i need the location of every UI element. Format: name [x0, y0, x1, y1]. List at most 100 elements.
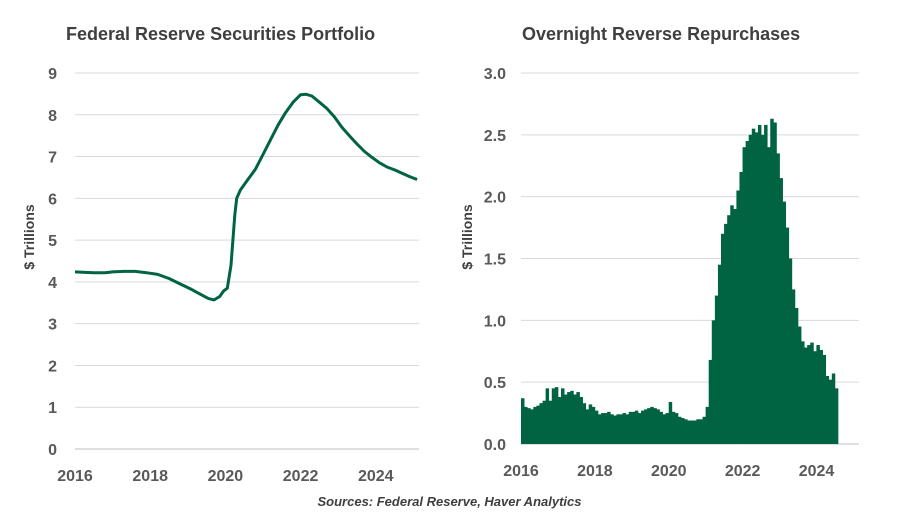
left-y-tick-label: 0 — [48, 442, 57, 459]
right-y-tick-label: 0.0 — [484, 437, 506, 454]
reverse-repo-bar — [647, 408, 651, 444]
reverse-repo-bar — [702, 416, 707, 444]
reverse-repo-bar — [521, 398, 525, 444]
left-y-tick-label: 5 — [48, 233, 57, 250]
portfolio-gridlines — [75, 72, 419, 450]
reverse-repo-bar — [782, 201, 787, 444]
left-y-tick-label: 8 — [48, 108, 57, 125]
reverse-repo-bar — [708, 359, 713, 444]
reverse-repo-bar — [733, 209, 737, 444]
reverse-repo-bar — [804, 347, 808, 444]
left-y-tick-label: 2 — [48, 358, 57, 375]
reverse-repo-bar — [561, 388, 565, 444]
reverse-repo-bar — [637, 413, 642, 444]
reverse-repo-bar — [748, 134, 753, 444]
reverse-repo-bar — [625, 414, 630, 444]
right-x-tick-label: 2016 — [503, 463, 539, 480]
reverse-repo-bar — [730, 205, 734, 444]
reverse-repo-bar — [696, 419, 700, 444]
reverse-repo-bar — [791, 289, 796, 444]
reverse-repo-bar — [801, 341, 805, 444]
reverse-repo-bar — [727, 215, 731, 444]
portfolio-line-chart: 0 1 2 3 4 5 6 7 8 9 2016 2018 2020 2022 2024 $ Trilli… — [21, 66, 419, 485]
reverse-repo-bar — [831, 373, 836, 444]
reverse-repo-bar — [542, 400, 547, 444]
reverse-repo-bar — [770, 118, 774, 444]
reverse-repo-y-axis-label: $ Trillions — [459, 204, 475, 270]
reverse-repo-bar — [687, 420, 691, 444]
reverse-repo-bar — [659, 411, 663, 444]
reverse-repo-bar — [551, 388, 556, 444]
reverse-repo-bar — [705, 406, 710, 444]
reverse-repo-bar — [773, 122, 777, 444]
reverse-repo-bar — [779, 178, 783, 444]
reverse-repo-bar — [653, 408, 657, 444]
reverse-repo-bar — [761, 134, 765, 444]
reverse-repo-bar — [764, 124, 768, 444]
reverse-repo-bar — [567, 392, 571, 444]
reverse-repo-bar — [690, 420, 694, 444]
reverse-repo-bar — [656, 409, 660, 444]
reverse-repo-bar — [674, 413, 679, 444]
reverse-repo-bar — [591, 406, 596, 444]
reverse-repo-x-tick-labels: 2016 2018 2020 2022 2024 — [503, 463, 834, 480]
left-x-tick-label: 2022 — [283, 468, 319, 485]
reverse-repo-bar — [816, 345, 820, 444]
reverse-repo-bar — [711, 320, 716, 444]
reverse-repo-bar — [736, 190, 740, 444]
portfolio-chart-title: Federal Reserve Securities Portfolio — [66, 24, 376, 44]
reverse-repo-bar — [641, 410, 645, 444]
reverse-repo-bar — [681, 418, 685, 444]
reverse-repo-bar — [834, 388, 839, 444]
right-y-tick-label: 1.5 — [484, 252, 506, 269]
reverse-repo-bar — [677, 416, 682, 444]
reverse-repo-bar — [628, 411, 633, 444]
reverse-repo-bars — [521, 118, 839, 445]
reverse-repo-bar — [530, 409, 534, 444]
reverse-repo-bar — [604, 413, 608, 444]
reverse-repo-bar — [650, 406, 654, 444]
reverse-repo-bar — [671, 411, 676, 444]
reverse-repo-bar — [717, 264, 722, 444]
reverse-repo-bar — [724, 223, 728, 444]
reverse-repo-bar — [588, 404, 593, 444]
reverse-repo-bar — [582, 403, 587, 444]
reverse-repo-bar — [767, 147, 771, 444]
portfolio-series-line — [74, 92, 418, 302]
right-y-tick-label: 1.0 — [484, 313, 506, 330]
left-x-tick-label: 2016 — [57, 468, 93, 485]
reverse-repo-y-tick-labels: 0.0 0.5 1.0 1.5 2.0 2.5 3.0 — [484, 66, 506, 454]
reverse-repo-bar — [714, 295, 719, 444]
reverse-repo-bar — [616, 414, 620, 444]
reverse-repo-bar — [665, 413, 670, 444]
reverse-repo-bar — [607, 411, 611, 444]
reverse-repo-bar — [754, 132, 759, 445]
right-y-tick-label: 0.5 — [484, 375, 506, 392]
reverse-repo-bar — [634, 410, 639, 444]
reverse-repo-bar — [601, 413, 605, 444]
reverse-repo-bar — [822, 354, 827, 444]
reverse-repo-bar — [527, 408, 531, 444]
reverse-repo-bar — [619, 414, 623, 444]
reverse-repo-bar — [757, 124, 762, 444]
reverse-repo-bar — [539, 403, 543, 444]
left-x-tick-label: 2018 — [132, 468, 168, 485]
right-y-tick-label: 3.0 — [484, 66, 506, 83]
reverse-repo-bar — [693, 420, 697, 444]
reverse-repo-bar — [622, 413, 627, 444]
reverse-repo-bar — [745, 141, 750, 444]
reverse-repo-bar — [585, 409, 590, 444]
reverse-repo-bar — [545, 388, 550, 444]
reverse-repo-bar — [524, 406, 528, 444]
reverse-repo-bar — [564, 394, 568, 444]
portfolio-series — [74, 92, 418, 302]
reverse-repo-bar — [828, 379, 833, 444]
left-y-tick-label: 7 — [48, 150, 57, 167]
reverse-repo-bar — [668, 401, 673, 444]
reverse-repo-bar — [533, 406, 537, 444]
reverse-repo-bar — [597, 414, 602, 444]
reverse-repo-bar — [613, 415, 617, 444]
left-y-tick-label: 4 — [48, 275, 57, 292]
left-x-tick-label: 2024 — [358, 468, 394, 485]
reverse-repo-bar — [794, 307, 799, 444]
